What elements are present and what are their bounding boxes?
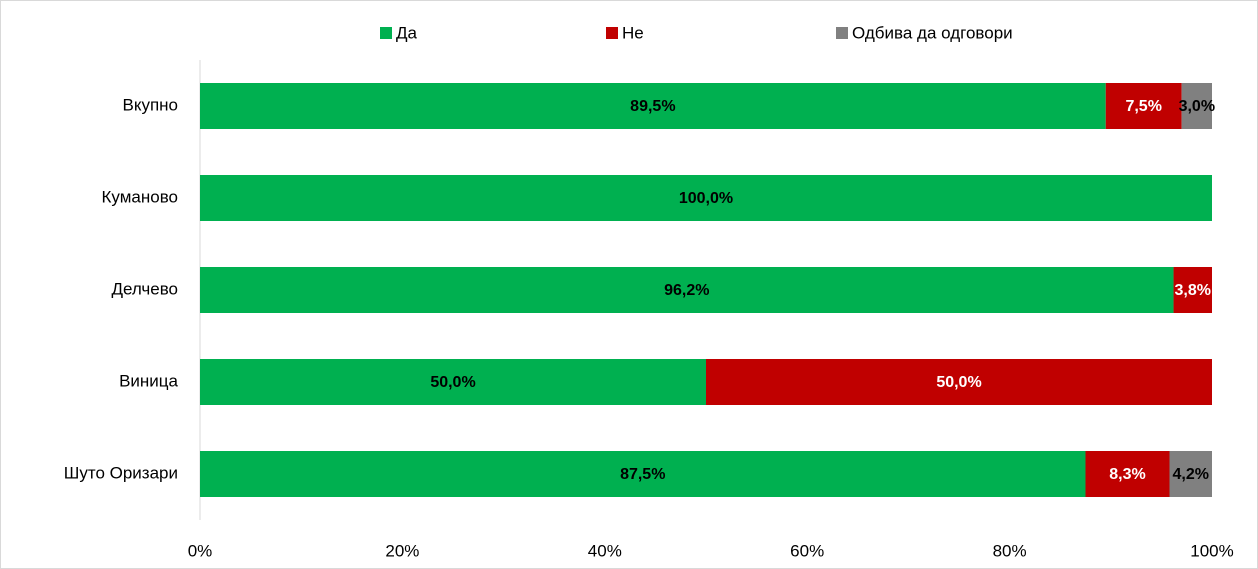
bar-segment bbox=[200, 175, 1212, 221]
x-tick-label: 20% bbox=[385, 541, 419, 560]
x-tick-label: 100% bbox=[1190, 541, 1233, 560]
y-tick-label: Виница bbox=[119, 371, 178, 390]
legend-label: Одбива да одговори bbox=[852, 23, 1013, 42]
bar-segment bbox=[1173, 267, 1212, 313]
data-label: 89,5% bbox=[630, 98, 675, 115]
x-tick-label: 40% bbox=[588, 541, 622, 560]
legend-label: Не bbox=[622, 23, 644, 42]
data-label: 50,0% bbox=[430, 374, 475, 391]
data-label: 100,0% bbox=[679, 190, 733, 207]
y-tick-label: Делчево bbox=[111, 279, 178, 298]
data-label: 87,5% bbox=[620, 466, 665, 483]
x-tick-label: 80% bbox=[993, 541, 1027, 560]
bar-segment bbox=[1181, 83, 1212, 129]
bar-segment bbox=[200, 451, 1086, 497]
data-label: 3,8% bbox=[1175, 282, 1211, 299]
legend-label: Да bbox=[396, 23, 418, 42]
data-label: 3,0% bbox=[1179, 98, 1215, 115]
data-label: 4,2% bbox=[1173, 466, 1209, 483]
y-tick-label: Шуто Оризари bbox=[64, 463, 178, 482]
data-label: 50,0% bbox=[936, 374, 981, 391]
x-tick-label: 60% bbox=[790, 541, 824, 560]
bar-segment bbox=[1085, 451, 1170, 497]
bar-segment bbox=[1105, 83, 1182, 129]
legend-swatch bbox=[606, 27, 618, 39]
bar-segment bbox=[200, 83, 1106, 129]
legend-swatch bbox=[380, 27, 392, 39]
legend-swatch bbox=[836, 27, 848, 39]
data-label: 7,5% bbox=[1125, 98, 1161, 115]
data-label: 96,2% bbox=[664, 282, 709, 299]
y-tick-label: Куманово bbox=[102, 187, 179, 206]
bar-segment bbox=[200, 267, 1174, 313]
bar-segment bbox=[706, 359, 1212, 405]
bar-segment bbox=[1169, 451, 1212, 497]
data-label: 8,3% bbox=[1109, 466, 1145, 483]
x-tick-label: 0% bbox=[188, 541, 213, 560]
y-tick-label: Вкупно bbox=[122, 95, 178, 114]
bar-segment bbox=[200, 359, 706, 405]
